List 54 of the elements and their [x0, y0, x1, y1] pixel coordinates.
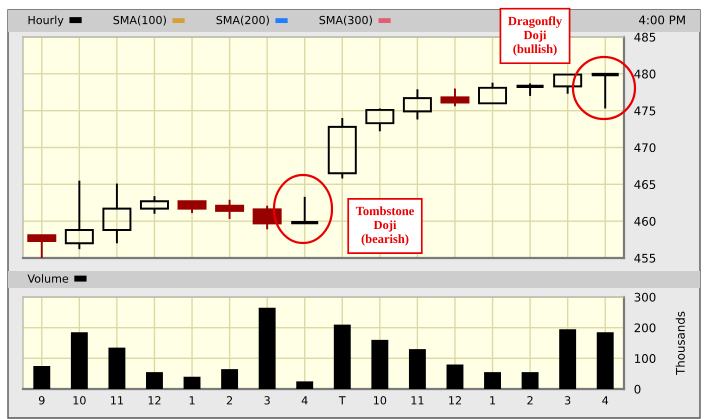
x-tick-label: 12 [148, 396, 160, 404]
x-tick-label: 1 [490, 396, 496, 404]
x-tick-label: 4 [602, 396, 608, 404]
bar [296, 381, 314, 389]
y-tick-label: 200 [634, 323, 656, 332]
bar [559, 329, 576, 389]
legend-label: SMA(100) [113, 16, 166, 26]
x-tick-label: 4 [302, 396, 308, 404]
bar [334, 324, 351, 389]
x-tick-label: 2 [226, 396, 232, 404]
x-tick-label: 10 [374, 396, 386, 405]
legend-label: Volume [28, 274, 68, 283]
bar [408, 349, 426, 389]
x-tick-label: 11 [412, 396, 424, 404]
x-tick-label: T [338, 396, 346, 404]
bar [70, 332, 88, 389]
bar [371, 340, 388, 389]
y-tick-label: 480 [634, 70, 656, 78]
bar [446, 364, 464, 389]
bar [258, 308, 276, 389]
x-tick-label: 10 [73, 396, 86, 405]
bar [522, 372, 539, 389]
y-tick-label: 300 [634, 292, 656, 302]
x-tick-label: 12 [449, 396, 461, 404]
text: 4:00 PM [639, 15, 685, 24]
bar [596, 332, 614, 389]
y-tick-label: 455 [634, 254, 656, 263]
bar [184, 376, 200, 389]
x-tick-label: 1 [190, 396, 195, 404]
y-tick-label: 470 [634, 143, 656, 152]
legend-label: SMA(300) [320, 16, 372, 26]
y-tick-label: 460 [634, 216, 656, 226]
x-tick-label: 3 [564, 396, 570, 405]
legend-label: Hourly [28, 16, 64, 26]
annotation: Dragonfly Doji (bullish) [508, 16, 562, 56]
y-tick-label: 475 [634, 106, 656, 116]
legend-label: SMA(200) [216, 16, 269, 26]
bar [146, 372, 163, 389]
x-tick-label: 11 [111, 396, 123, 404]
x-tick-label: 3 [264, 396, 270, 405]
y-tick-label: 100 [635, 354, 656, 363]
y-tick-label: 465 [634, 180, 656, 189]
bar [484, 372, 501, 389]
bar [221, 369, 238, 389]
annotation: Tombstone Doji (bearish) [356, 206, 414, 246]
candlestick [140, 195, 169, 215]
x-tick-label: 2 [527, 396, 533, 404]
bar [33, 366, 50, 389]
y-axis-title: Thousands [676, 312, 685, 375]
y-tick-label: 0 [634, 384, 640, 394]
candlestick [102, 182, 132, 244]
bar [108, 348, 126, 389]
x-tick-label: 9 [38, 396, 45, 405]
y-tick-label: 485 [634, 32, 656, 42]
